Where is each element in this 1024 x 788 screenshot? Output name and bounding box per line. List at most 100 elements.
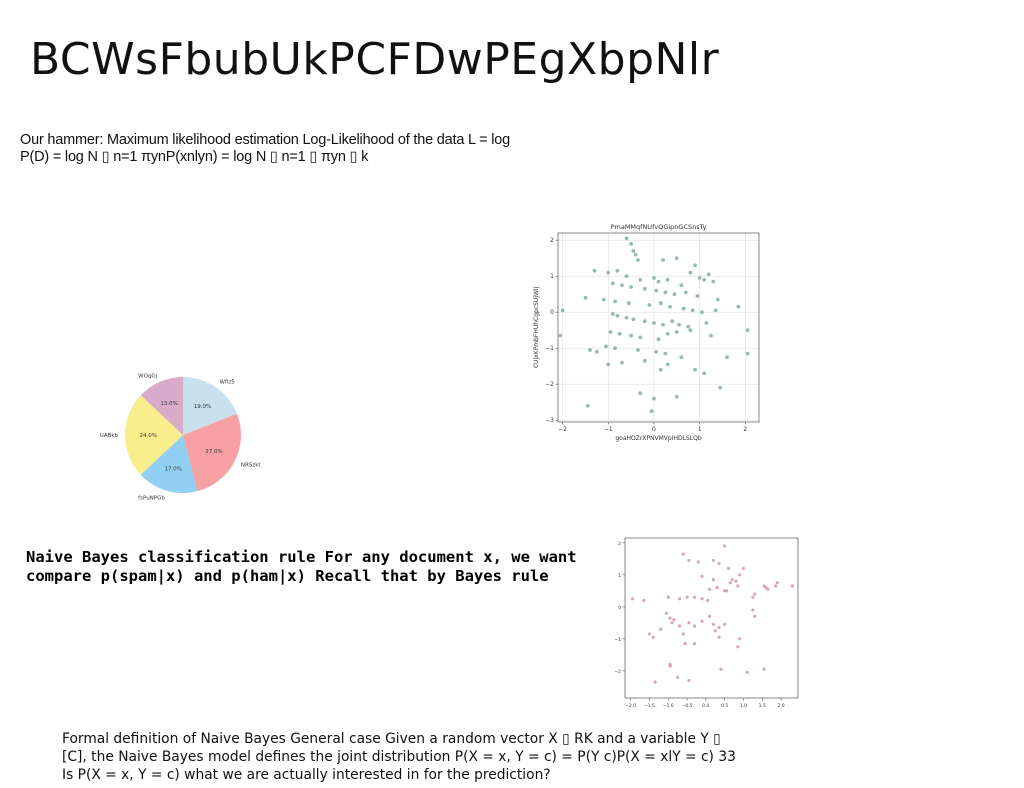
scatter-point-55	[713, 629, 717, 633]
scatter-point-30	[736, 584, 740, 588]
scatter-point-44	[711, 622, 715, 626]
scatter-point-34	[773, 584, 778, 588]
scatter-point-60	[638, 335, 643, 340]
text-block-naive-bayes-rule: Naive Bayes classification rule For any …	[26, 548, 577, 585]
scatter-point-22	[610, 281, 615, 286]
scatter-point-51	[661, 322, 665, 327]
scatter-point-41	[699, 310, 704, 315]
scatter-point-87	[638, 391, 643, 396]
scatter-point-50	[664, 611, 668, 615]
scatter-point-24	[629, 285, 633, 289]
text-block-formal-definition: Formal definition of Naive Bayes General…	[62, 731, 736, 783]
scatter-point-88	[652, 396, 656, 401]
scatter-point-37	[670, 621, 674, 625]
scatter-point-56	[745, 328, 750, 333]
x-tick-label-1: −1	[604, 426, 613, 433]
scatter-point-15	[656, 279, 661, 284]
scatter-point-6	[674, 256, 679, 261]
scatter-point-74	[745, 351, 750, 356]
scatter-point-17	[679, 283, 684, 288]
scatter-point-68	[613, 346, 618, 351]
plot-frame	[557, 232, 760, 423]
scatter-point-60	[762, 667, 766, 671]
scatter-point-1	[681, 552, 685, 556]
scatter-point-64	[688, 328, 693, 333]
scatter-point-85	[718, 385, 723, 390]
y-tick-label-3: 1	[618, 573, 621, 579]
scatter-point-53	[677, 322, 681, 327]
scatter-point-32	[583, 295, 588, 300]
scatter-point-15	[790, 584, 794, 588]
scatter-point-78	[642, 358, 647, 363]
scatter-point-80	[693, 367, 697, 372]
scatter-point-52	[681, 632, 685, 636]
scatter-point-63	[674, 330, 679, 334]
scatter-point-40	[690, 308, 695, 313]
scatter-point-31	[751, 595, 755, 599]
scatter-point-38	[672, 618, 676, 622]
pie-slice-2	[140, 435, 198, 493]
scatter-point-50	[652, 321, 656, 325]
scatter-point-16	[665, 277, 670, 282]
scatter-point-9	[592, 268, 597, 273]
scatter-point-28	[724, 589, 729, 593]
scatter-point-46	[615, 313, 620, 318]
scatter-point-25	[708, 587, 712, 591]
scatter-point-16	[766, 587, 770, 591]
scatter-point-10	[711, 578, 715, 582]
scatter-point-57	[608, 330, 613, 334]
pie-slice-label-4: WOqGj	[138, 373, 158, 379]
scatter-point-9	[700, 574, 704, 578]
pie-slice-label-3: UABkb	[100, 433, 119, 439]
scatter-point-23	[700, 597, 704, 601]
scatter-point-65	[653, 680, 657, 684]
scatter-point-30	[695, 294, 700, 298]
y-axis-label: CUjxKPmbFHUhCgpcSUjWij	[533, 287, 540, 369]
pie-chart: 19.0% Wfiz5 27.0% NRSzkt 17.0% fsPuNPGb 24.0% U…	[100, 373, 262, 501]
scatter-point-38	[668, 304, 672, 309]
pie-pct-label-4: 13.0%	[160, 401, 177, 407]
scatter-point-63	[719, 667, 723, 671]
scatter-point-66	[687, 678, 691, 682]
y-tick-label-1: −2	[545, 381, 554, 388]
scatter-point-47	[751, 608, 755, 612]
scatter-point-73	[725, 355, 729, 360]
scatter-point-36	[647, 303, 652, 307]
y-tick-label-0: −3	[545, 417, 554, 424]
scatter-point-48	[631, 317, 636, 322]
x-tick-label-5: 0.5	[721, 703, 728, 709]
scatter-point-81	[702, 371, 707, 376]
x-tick-label-0: −2.0	[625, 703, 636, 709]
scatter-point-83	[658, 367, 663, 372]
scatter-point-4	[717, 562, 721, 566]
scatter-point-0	[723, 544, 727, 548]
text-block-mle: Our hammer: Maximum likelihood estimatio…	[20, 132, 511, 165]
scatter-point-11	[730, 578, 734, 582]
scatter-point-36	[659, 627, 663, 631]
scatter-point-72	[679, 355, 684, 360]
scatter-point-54	[686, 324, 691, 329]
y-tick-label-2: 0	[618, 605, 621, 611]
scatter-point-2	[631, 249, 636, 253]
x-tick-label-3: −0.5	[682, 703, 693, 709]
pie-pct-label-2: 17.0%	[165, 466, 182, 472]
scatter-point-18	[688, 270, 693, 275]
scatter-point-1	[629, 241, 633, 246]
scatter-point-7	[738, 573, 742, 577]
pie-slice-label-1: NRSzkt	[241, 462, 261, 468]
scatter-point-53	[717, 635, 721, 639]
pie-slice-label-0: Wfiz5	[220, 379, 236, 385]
scatter-point-20	[702, 277, 707, 282]
x-tick-label-2: −1.0	[663, 703, 674, 709]
scatter-point-43	[708, 614, 712, 618]
scatter-point-58	[617, 331, 622, 336]
x-tick-label-0: −2	[558, 426, 567, 433]
scatter-point-32	[753, 592, 757, 596]
scatter-point-3	[633, 252, 638, 257]
scatter-point-69	[636, 348, 640, 352]
scatter-point-65	[709, 333, 713, 338]
scatter-point-26	[715, 586, 719, 590]
scatter-point-39	[677, 624, 682, 628]
scatter-point-7	[693, 263, 697, 268]
y-tick-label-0: −2	[614, 669, 621, 675]
